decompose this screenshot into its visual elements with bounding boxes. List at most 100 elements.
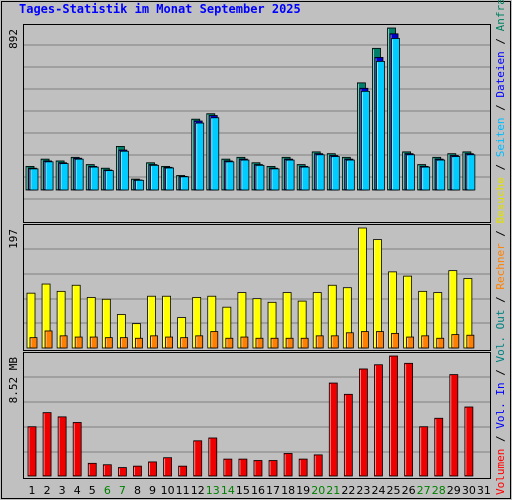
seiten-bar-face [29,168,39,191]
rechner-bar-face [180,337,189,349]
rechner-bar-face [44,330,53,349]
seiten-bar [59,163,69,191]
seiten-bar [361,90,370,191]
rechner-bar [345,332,354,349]
volumen-bar [42,412,52,477]
right-legend-entry: Seiten [494,117,507,157]
volumen-bar-face [268,460,278,477]
rechner-bar-face [255,337,264,349]
right-legend-entry: Rechner [494,243,507,290]
volumen-bar-face [374,364,383,477]
seiten-bar [104,170,114,191]
seiten-bar [315,154,325,191]
rechner-bar-face [361,331,369,349]
rechner-bar [436,337,445,349]
volumen-bar [133,465,142,477]
rechner-bar-face [345,332,354,349]
volumen-bar-face [27,426,37,477]
rechner-bar [300,337,309,349]
seiten-bar [225,161,235,191]
seiten-bar [89,166,99,191]
seiten-bar [195,122,205,191]
rechner-bar-face [466,334,475,349]
rechner-bar-face [406,336,415,349]
seiten-bar-face [270,168,280,191]
rechner-bar-face [300,337,309,349]
rechner-bar-face [74,336,83,349]
seiten-bar-face [391,38,400,191]
seiten-bar [74,158,84,191]
rechner-bar [119,337,128,349]
volumen-bar-face [148,461,157,477]
seiten-bar [150,164,159,191]
x-tick-label: 21 [326,484,340,497]
rechner-bar-face [195,335,204,349]
volumen-bar [404,362,414,477]
right-legend-entry: Dateien [494,51,507,97]
seiten-bar-face [255,164,265,191]
seiten-bar [285,159,295,191]
seiten-bar-face [44,161,54,191]
y-axis-max-label: 197 [7,229,20,249]
volumen-bar [374,364,383,477]
volumen-bar [464,406,474,477]
rechner-bar [180,337,189,349]
right-legend-entry: / [494,223,507,243]
right-legend-entry: / [494,363,507,383]
x-tick-label: 16 [251,484,265,497]
rechner-bar [330,335,339,349]
x-tick-label: 1 [29,484,36,497]
volumen-bar-face [178,465,188,477]
seiten-bar-face [195,122,205,191]
seiten-bar [255,164,265,191]
x-tick-label: 5 [89,484,96,497]
rechner-bar [466,334,475,349]
right-legend-entry: Besuche [494,177,507,223]
seiten-bar-face [451,156,461,191]
volumen-bar-face [253,460,263,477]
seiten-bar-face [315,154,325,191]
volumen-bar-face [404,362,414,477]
x-tick-label: 25 [387,484,401,497]
volumen-bar [163,457,172,477]
rechner-bar-face [150,335,158,349]
seiten-bar-face [345,159,355,191]
volumen-bar [72,422,82,477]
x-tick-label: 12 [191,484,205,497]
x-tick-label: 24 [371,484,385,497]
volumen-bar [208,437,218,477]
volumen-bar-face [117,467,127,477]
x-tick-label: 8 [134,484,141,497]
volumen-bar [238,458,248,477]
volumen-bar [419,426,429,477]
rechner-bar-face [421,335,430,349]
rechner-bar [421,335,430,349]
seiten-bar [451,156,461,191]
right-legend-entry: / [494,157,507,177]
volumen-bar-face [313,454,323,477]
volumen-bar-face [389,355,398,477]
volumen-bar-face [449,374,459,477]
rechner-bar-face [240,336,249,349]
right-legend-entry: / [494,290,507,310]
rechner-bar [165,336,173,349]
x-tick-label: 28 [432,484,446,497]
rechner-bar-face [376,331,384,349]
seiten-bar-face [376,60,385,191]
seiten-bar-face [180,176,190,191]
volumen-bar-face [298,458,308,477]
right-legend-entry: / [494,31,507,51]
y-axis-max-label: 892 [7,29,20,49]
x-tick-label: 7 [119,484,126,497]
x-tick-label: 20 [311,484,325,497]
seiten-bar [376,60,385,191]
seiten-bar-face [59,163,69,191]
seiten-bar [406,154,416,191]
volumen-bar [449,374,459,477]
rechner-bar-face [89,336,98,349]
rechner-bar-face [270,337,279,349]
x-tick-label: 3 [59,484,66,497]
